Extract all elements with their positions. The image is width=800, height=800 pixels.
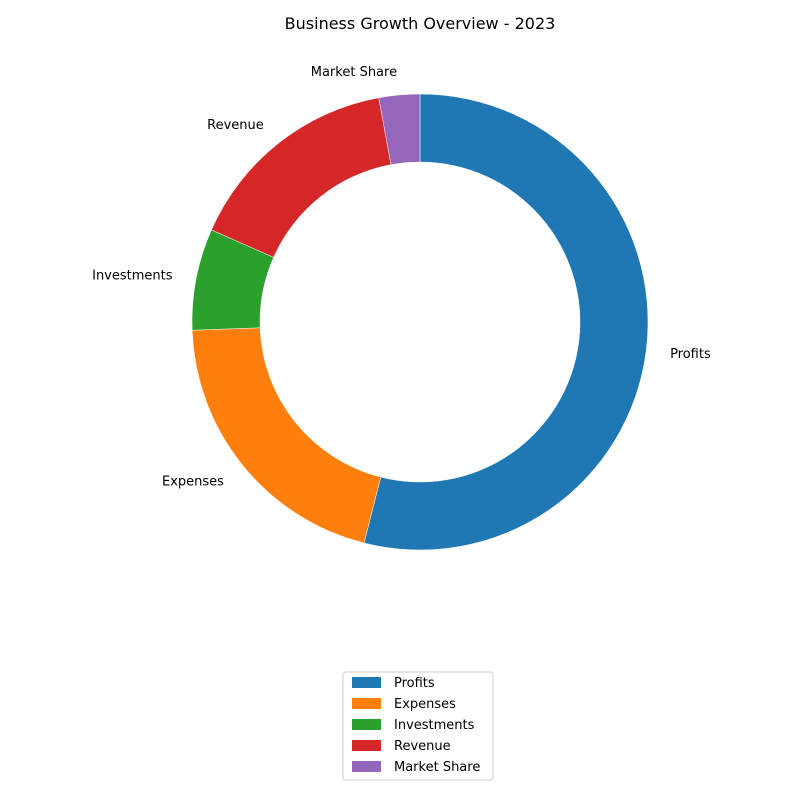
legend-swatch-market-share: [352, 761, 381, 772]
legend-swatch-profits: [352, 677, 381, 688]
slice-label-revenue: Revenue: [207, 118, 264, 133]
slice-labels: Profits Expenses Investments Revenue Market …: [92, 65, 711, 489]
slice-label-investments: Investments: [92, 268, 173, 283]
legend-label-market-share: Market Share: [394, 760, 480, 775]
chart-title: Business Growth Overview - 2023: [285, 14, 556, 33]
legend-swatch-expenses: [352, 698, 381, 709]
legend-swatch-revenue: [352, 740, 381, 751]
legend-label-investments: Investments: [394, 718, 475, 733]
slice-expenses: [191, 327, 382, 544]
legend: Profits Expenses Investments Revenue Market …: [342, 671, 494, 781]
legend-label-revenue: Revenue: [394, 739, 451, 754]
slice-label-expenses: Expenses: [162, 474, 224, 489]
legend-label-profits: Profits: [394, 676, 435, 691]
slice-market-share: [378, 93, 421, 165]
slice-label-profits: Profits: [670, 347, 711, 362]
legend-label-expenses: Expenses: [394, 697, 456, 712]
donut-slices: [191, 93, 649, 551]
legend-swatch-investments: [352, 719, 381, 730]
slice-label-market-share: Market Share: [311, 65, 397, 80]
slice-profits: [363, 93, 649, 551]
